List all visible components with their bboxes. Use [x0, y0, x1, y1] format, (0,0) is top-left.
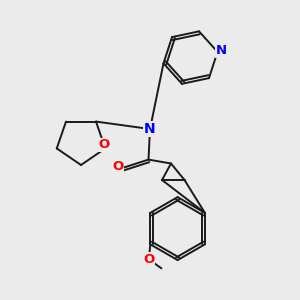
Text: N: N: [144, 122, 156, 136]
Text: N: N: [215, 44, 227, 57]
Text: O: O: [112, 160, 124, 173]
Text: O: O: [98, 138, 110, 151]
Text: O: O: [143, 253, 154, 266]
